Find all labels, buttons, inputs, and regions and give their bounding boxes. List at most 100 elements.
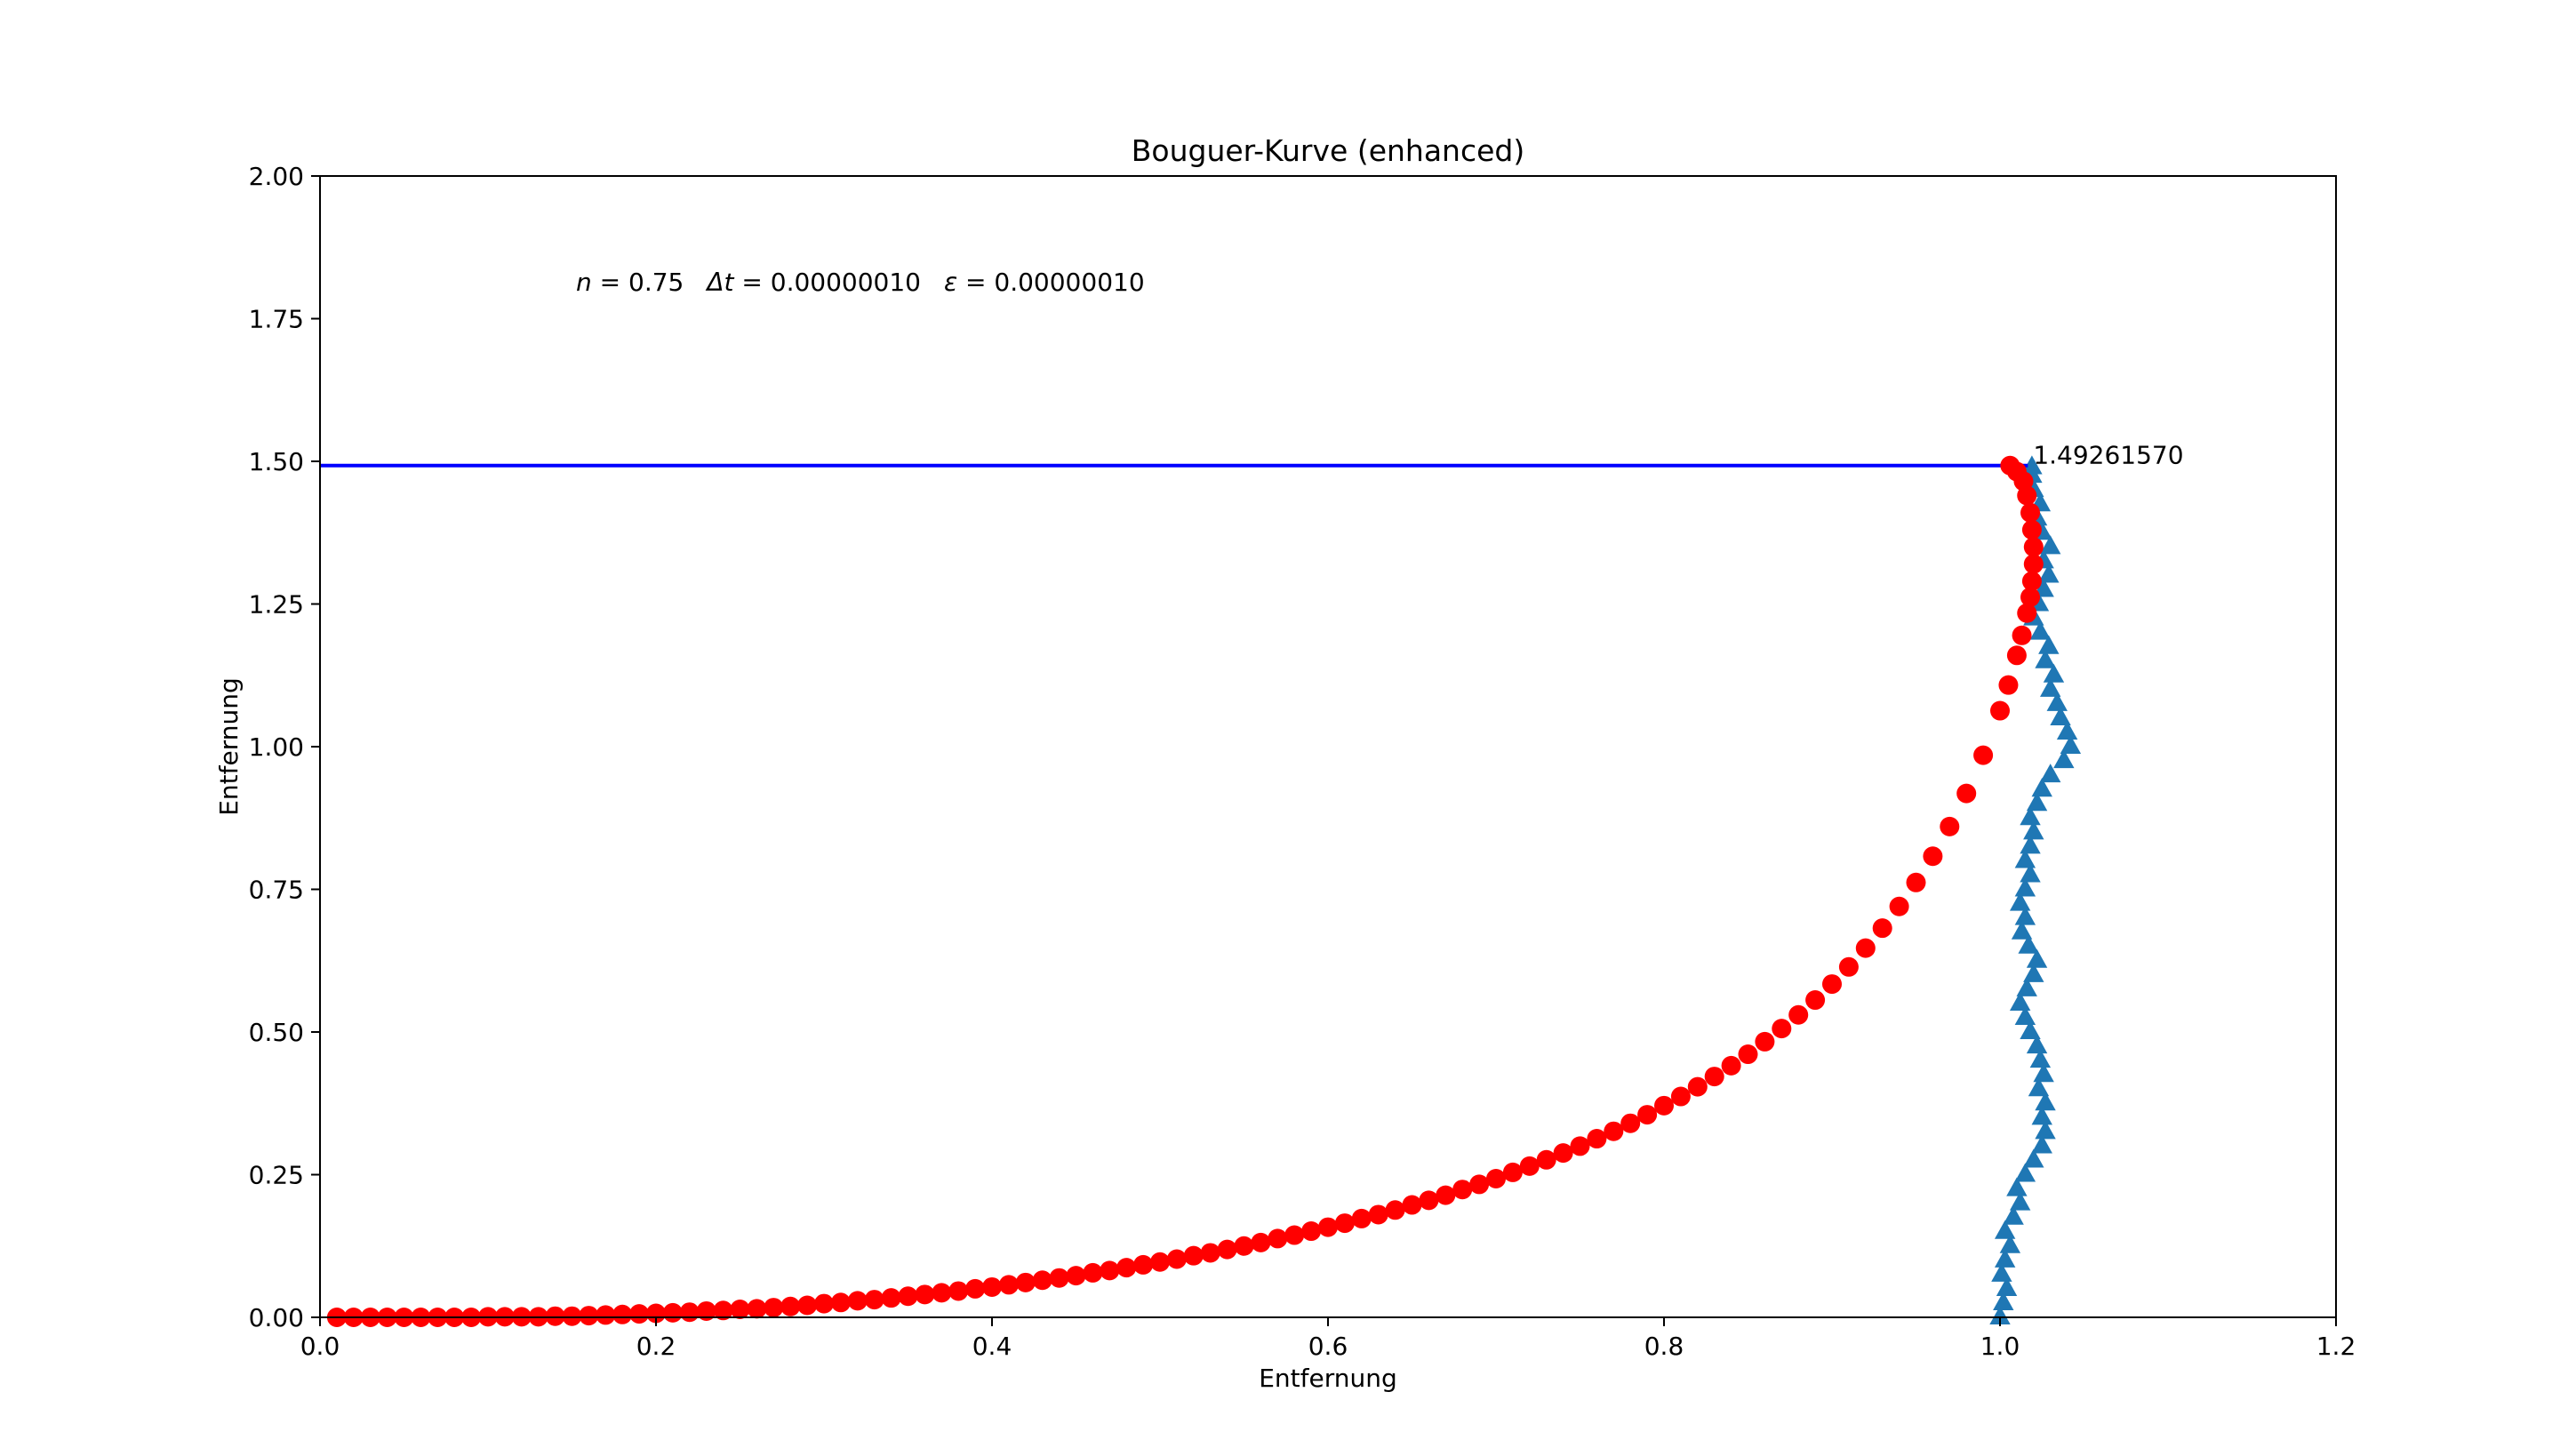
y-axis: 0.00 0.25 0.50 0.75 1.00 1.25 1.50 1.75 2.00 (249, 162, 320, 1332)
red-circle-point (612, 1304, 633, 1324)
x-tick-label: 0.2 (636, 1332, 676, 1361)
red-circle-point (696, 1300, 716, 1321)
blue-triangle-point (2029, 620, 2052, 640)
red-circle-point (1100, 1260, 1120, 1281)
blue-triangle-point (2035, 1092, 2056, 1111)
red-circle-point (1855, 938, 1876, 958)
red-circle-point (1183, 1245, 1204, 1266)
red-circle-point (1654, 1095, 1674, 1116)
y-tick-label: 1.00 (249, 732, 304, 762)
red-circle-point (1998, 675, 2019, 695)
red-circle-point (1083, 1262, 1103, 1283)
red-circle-point (1604, 1121, 1624, 1141)
red-circle-point (1670, 1086, 1691, 1107)
param-dt-value: = 0.00000010 (734, 268, 922, 297)
red-circle-point (1519, 1156, 1540, 1176)
blue-triangle-point (2020, 835, 2041, 854)
blue-triangle-point (2016, 977, 2037, 996)
blue-triangle-point (2040, 535, 2061, 555)
blue-triangle-point (2028, 1077, 2050, 1097)
red-circle-point (1822, 974, 1842, 995)
param-n-symbol: n (576, 268, 592, 297)
red-circle-point (965, 1278, 986, 1299)
red-circle-point (2020, 502, 2041, 523)
red-circle-point (1318, 1217, 1338, 1237)
blue-triangle-point (1999, 1234, 2021, 1253)
red-circle-point (2023, 537, 2044, 557)
blue-triangle-point (1989, 1306, 2011, 1325)
blue-triangle-point (2050, 706, 2071, 725)
blue-triangle-point (2031, 1106, 2052, 1125)
red-circle-point (1872, 918, 1892, 939)
red-circle-point (1755, 1031, 1775, 1052)
blue-triangle-point (2020, 863, 2041, 883)
blue-triangle-point (2038, 564, 2060, 583)
blue-triangle-point (2009, 1191, 2031, 1211)
blue-triangle-point (2040, 677, 2061, 697)
blue-triangle-point (2014, 1005, 2036, 1026)
blue-triangle-point (2018, 934, 2039, 954)
red-circle-point (948, 1281, 969, 1301)
blue-triangle-point (2014, 849, 2036, 868)
red-circle-point (1150, 1252, 1170, 1272)
y-axis-label: Entfernung (214, 677, 244, 816)
red-circle-point (1452, 1180, 1473, 1200)
red-circle-point (864, 1290, 884, 1310)
blue-triangle-point (2020, 1020, 2041, 1040)
blue-triangle-point (2038, 635, 2060, 654)
y-tick-label: 1.25 (249, 590, 304, 620)
blue-triangle-point (2053, 749, 2075, 769)
red-circle-point (1133, 1254, 1154, 1275)
red-circle-point (1200, 1243, 1220, 1263)
y-tick-label: 0.25 (249, 1161, 304, 1190)
red-circle-point (1284, 1225, 1305, 1245)
red-circle-point (1587, 1129, 1607, 1149)
red-circle-point (1570, 1136, 1590, 1156)
red-circle-point (662, 1302, 683, 1323)
red-circle-point (898, 1286, 918, 1307)
x-tick-label: 0.0 (300, 1332, 340, 1361)
param-dt-symbol: Δt (705, 268, 734, 297)
x-axis-label: Entfernung (1259, 1364, 1397, 1393)
red-circle-point (1553, 1143, 1573, 1164)
blue-triangle-point (1991, 1262, 2012, 1282)
red-circle-point (932, 1283, 952, 1303)
params-annotation: n = 0.75 Δt = 0.00000010 ε = 0.00000010 (576, 268, 1145, 297)
y-tick-label: 0.50 (249, 1018, 304, 1047)
red-circle-point (596, 1305, 616, 1325)
red-circle-point (1788, 1004, 1809, 1025)
red-circle-point (1805, 990, 1826, 1011)
red-circle-point (1838, 956, 1859, 977)
blue-triangle-point (2026, 1035, 2048, 1054)
red-circle-point (814, 1293, 834, 1314)
red-circle-point (1334, 1213, 1355, 1234)
red-circle-point (1620, 1113, 1641, 1133)
red-circle-point (1217, 1239, 1237, 1260)
red-circle-point (1721, 1055, 1741, 1076)
x-tick-label: 1.0 (1980, 1332, 2020, 1361)
blue-triangle-point (2009, 991, 2031, 1011)
red-circle-point (1049, 1268, 1069, 1288)
red-circle-point (1704, 1067, 1724, 1087)
y-tick-label: 1.75 (249, 305, 304, 334)
red-circle-point (1385, 1200, 1405, 1220)
red-circle-point (830, 1292, 851, 1313)
y-tick-label: 1.50 (249, 447, 304, 476)
red-circle-point (629, 1304, 650, 1324)
red-circle-point (2006, 645, 2027, 666)
blue-triangle-point (2031, 778, 2052, 797)
red-circle-point (1687, 1076, 1708, 1097)
red-circle-point (679, 1302, 700, 1323)
red-circle-point (730, 1300, 750, 1320)
blue-triangle-point (2026, 792, 2048, 812)
red-circle-point (2017, 603, 2037, 623)
param-n-value: = 0.75 (592, 268, 684, 297)
blue-triangle-point (2009, 892, 2031, 911)
x-tick-label: 1.2 (2316, 1332, 2356, 1361)
red-circle-point (847, 1291, 868, 1311)
blue-triangle-point (1994, 1248, 2016, 1268)
blue-triangle-point (2011, 920, 2033, 940)
red-circle-point (1368, 1204, 1388, 1225)
blue-triangle-point (2023, 963, 2044, 982)
red-circle-point (1234, 1236, 1254, 1256)
